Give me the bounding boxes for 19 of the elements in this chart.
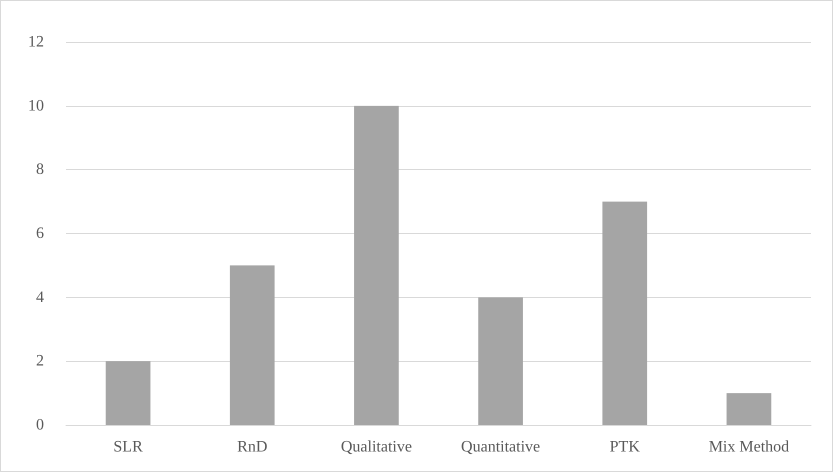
- y-tick-label: 12: [28, 34, 44, 50]
- y-tick-label: 0: [36, 416, 44, 434]
- y-tick-label: 4: [36, 288, 44, 306]
- x-tick-label: RnD: [237, 438, 268, 456]
- x-tick-label: Mix Method: [708, 438, 790, 456]
- bar: [726, 393, 772, 425]
- x-tick-label: Quantitative: [461, 438, 540, 456]
- bar: [106, 361, 150, 425]
- x-tick-label: SLR: [113, 438, 144, 456]
- y-tick-label: 8: [36, 161, 44, 178]
- bar: [354, 106, 399, 425]
- bar: [478, 297, 523, 425]
- y-tick-label: 6: [36, 225, 44, 242]
- bar: [602, 202, 648, 425]
- y-tick-label: 10: [28, 97, 44, 114]
- y-tick-label: 2: [36, 352, 44, 370]
- x-tick-label: PTK: [610, 438, 640, 456]
- bar: [230, 265, 275, 425]
- x-tick-label: Qualitative: [340, 438, 412, 456]
